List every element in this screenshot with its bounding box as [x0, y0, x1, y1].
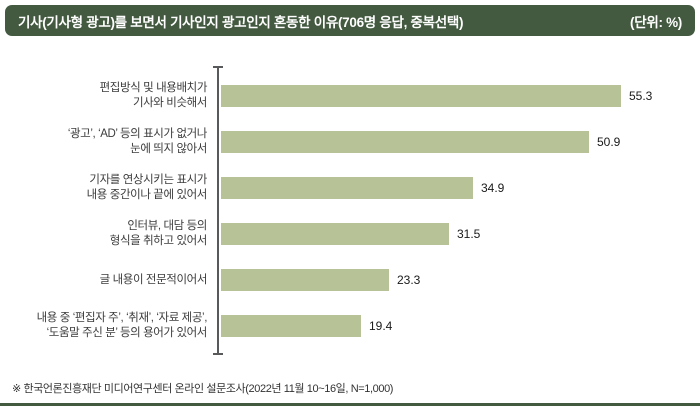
category-label: 편집방식 및 내용배치가 기사와 비슷해서: [99, 82, 208, 109]
bar-chart: 편집방식 및 내용배치가 기사와 비슷해서 55.3 ‘광고’, ‘AD’ 등의 표시…: [0, 66, 700, 355]
value-label: 50.9: [597, 135, 621, 149]
category-label: 기자를 연상시키는 표시가 내용 중간이나 끝에 있어서: [86, 174, 208, 201]
unit-label: (단위: %): [630, 14, 682, 30]
bar-track: 50.9: [219, 131, 700, 153]
bar: [221, 223, 449, 245]
source-note: ※ 한국언론진흥재단 미디어연구센터 온라인 설문조사(2022년 11월 10…: [12, 383, 394, 395]
bar-track: 23.3: [219, 269, 700, 291]
bar-track: 34.9: [219, 177, 700, 199]
bar: [221, 269, 389, 291]
bar-track: 19.4: [219, 315, 700, 337]
category-label: 인터뷰, 대담 등의 형식을 취하고 있어서: [109, 220, 208, 247]
value-label: 19.4: [369, 319, 393, 333]
value-label: 31.5: [457, 227, 481, 241]
value-label: 34.9: [481, 181, 505, 195]
y-axis-line: [213, 66, 223, 355]
chart-title-bar: 기사(기사형 광고)를 보면서 기사인지 광고인지 혼동한 이유(706명 응답…: [5, 5, 695, 36]
bar-rows: 편집방식 및 내용배치가 기사와 비슷해서 55.3 ‘광고’, ‘AD’ 등의 표시…: [0, 73, 700, 349]
bar-row: 글 내용이 전문적이어서 23.3: [0, 257, 700, 303]
bar-row: 기자를 연상시키는 표시가 내용 중간이나 끝에 있어서 34.9: [0, 165, 700, 211]
bar: [221, 131, 589, 153]
bottom-rule: [0, 403, 700, 406]
bar-track: 55.3: [219, 85, 700, 107]
category-label: 글 내용이 전문적이어서: [99, 273, 208, 286]
bar: [221, 85, 621, 107]
bar-row: ‘광고’, ‘AD’ 등의 표시가 없거나 눈에 띄지 않아서 50.9: [0, 119, 700, 165]
category-label: ‘광고’, ‘AD’ 등의 표시가 없거나 눈에 띄지 않아서: [67, 128, 208, 155]
bar-row: 내용 중 ‘편집자 주’, ‘취재’, ‘자료 제공’, ‘도움말 주신 분’ 등…: [0, 303, 700, 349]
bar: [221, 315, 361, 337]
bar-row: 편집방식 및 내용배치가 기사와 비슷해서 55.3: [0, 73, 700, 119]
bar-row: 인터뷰, 대담 등의 형식을 취하고 있어서 31.5: [0, 211, 700, 257]
category-label: 내용 중 ‘편집자 주’, ‘취재’, ‘자료 제공’, ‘도움말 주신 분’ 등…: [36, 312, 208, 339]
value-label: 55.3: [629, 89, 653, 103]
page-title: 기사(기사형 광고)를 보면서 기사인지 광고인지 혼동한 이유(706명 응답…: [18, 14, 464, 30]
bar-track: 31.5: [219, 223, 700, 245]
value-label: 23.3: [397, 273, 421, 287]
bar: [221, 177, 473, 199]
